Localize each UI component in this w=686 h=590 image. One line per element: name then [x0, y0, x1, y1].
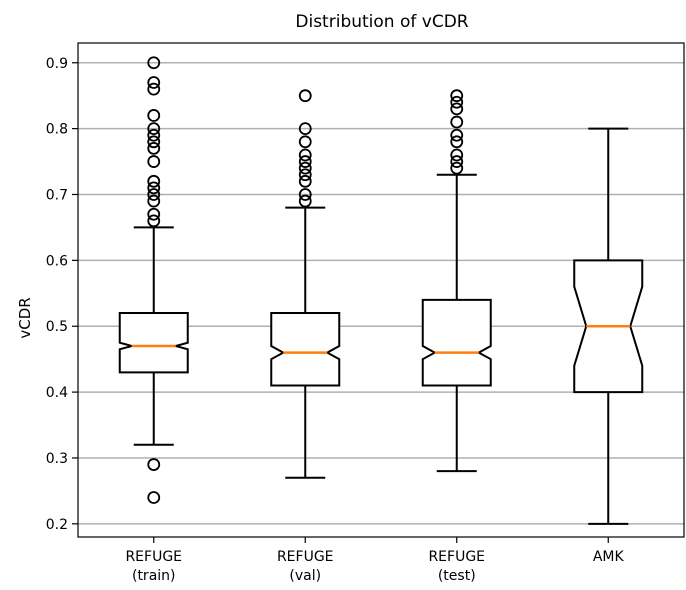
outlier-point	[298, 148, 312, 162]
notched-box	[118, 312, 189, 374]
notched-box	[270, 312, 341, 387]
x-tick-label-line: AMK	[593, 549, 625, 565]
outlier-point	[147, 109, 161, 122]
outlier-point	[298, 89, 312, 103]
x-tick-label-line: REFUGE	[277, 549, 334, 565]
y-tick-label: 0.9	[46, 56, 68, 72]
x-tick-label: REFUGE (test)	[428, 549, 485, 584]
outlier-point	[147, 181, 161, 195]
outlier-point	[450, 161, 464, 175]
x-axis: REFUGE (train) REFUGE (val) REFUGE (test) AMK	[125, 537, 624, 584]
y-tick-label: 0.8	[46, 122, 68, 138]
x-tick-label-line: (train)	[132, 568, 176, 584]
outlier-point	[450, 128, 464, 142]
box-group	[421, 89, 492, 473]
x-tick-label-line: REFUGE	[428, 549, 485, 565]
outlier-point	[298, 188, 312, 201]
outlier-point	[450, 135, 464, 149]
outlier-point	[450, 155, 464, 168]
outlier-point	[147, 82, 161, 96]
outlier-point	[298, 174, 312, 188]
y-tick-label: 0.7	[46, 187, 68, 203]
outlier-point	[147, 214, 161, 228]
chart-title: Distribution of vCDR	[295, 12, 468, 32]
y-axis: 0.2 0.3 0.4 0.5 0.6 0.7 0.8 0.9	[46, 56, 78, 533]
y-tick-label: 0.5	[46, 319, 68, 335]
outlier-point	[147, 56, 161, 70]
x-tick-label: REFUGE (train)	[125, 549, 182, 584]
outlier-point	[147, 207, 161, 221]
outlier-point	[147, 76, 161, 89]
x-tick-label-line: (val)	[289, 568, 321, 584]
outlier-point	[298, 168, 312, 182]
outlier-point	[298, 122, 312, 136]
y-tick-label: 0.6	[46, 253, 68, 269]
outlier-point	[450, 148, 464, 162]
outlier-point	[450, 89, 464, 103]
outlier-point	[147, 188, 161, 201]
y-axis-label: vCDR	[16, 297, 34, 338]
outlier-point	[147, 128, 161, 142]
y-tick-label: 0.2	[46, 517, 68, 533]
outlier-point	[147, 141, 161, 155]
y-tick-label: 0.3	[46, 451, 68, 467]
outlier-point	[298, 161, 312, 175]
outlier-point	[298, 135, 312, 149]
outlier-point	[450, 115, 464, 129]
x-tick-label-line: (test)	[438, 568, 476, 584]
x-tick-label: REFUGE (val)	[277, 549, 334, 584]
y-tick-label: 0.4	[46, 385, 68, 401]
outlier-point	[147, 458, 161, 471]
box-group	[118, 56, 189, 504]
box-group	[573, 127, 644, 525]
outlier-point	[298, 155, 312, 168]
x-tick-label: AMK	[593, 549, 625, 565]
plot-frame	[77, 42, 685, 538]
outlier-point	[450, 102, 464, 116]
boxes-layer	[118, 56, 644, 525]
outlier-point	[147, 122, 161, 136]
x-tick-label-line: REFUGE	[125, 549, 182, 565]
outlier-point	[298, 194, 312, 208]
notched-box	[421, 298, 492, 387]
outlier-point	[147, 174, 161, 188]
box-group	[270, 89, 341, 479]
outlier-point	[147, 194, 161, 208]
outlier-point	[147, 491, 161, 504]
outlier-point	[147, 135, 161, 149]
outlier-point	[147, 155, 161, 168]
outlier-point	[450, 95, 464, 109]
